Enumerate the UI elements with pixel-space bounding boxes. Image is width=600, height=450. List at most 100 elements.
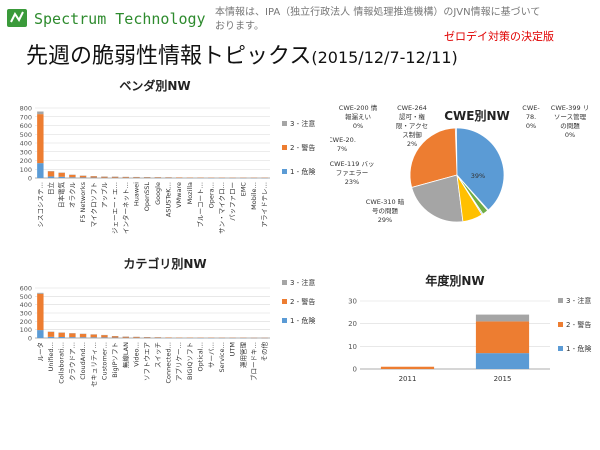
- pie-slice-label: CWE-20. 7%: [330, 136, 356, 153]
- bar-segment: [37, 293, 44, 331]
- bar-segment: [90, 176, 97, 178]
- legend-swatch: [282, 169, 287, 174]
- chart-title: ベンダ別NW: [119, 78, 190, 93]
- bar-segment: [69, 333, 76, 338]
- category-label: Video…: [132, 342, 140, 367]
- bar-segment: [37, 292, 44, 294]
- category-label: クラウドア…: [68, 342, 76, 381]
- spectrum-logo-icon: [7, 9, 27, 27]
- category-label: セキュリティ…: [90, 342, 98, 387]
- category-label: Unified…: [47, 342, 55, 371]
- y-tick-label: 0: [28, 175, 32, 183]
- legend-swatch: [282, 318, 287, 323]
- category-label: 無線LAN: [121, 342, 130, 368]
- y-tick-label: 10: [348, 343, 357, 351]
- zeroday-tagline: ゼロデイ対策の決定版: [444, 30, 554, 43]
- bar-segment: [133, 336, 140, 338]
- category-label: Huawei: [132, 182, 140, 206]
- legend-swatch: [282, 121, 287, 126]
- y-tick-label: 600: [20, 122, 32, 130]
- page-title-range: (2015/12/7-12/11): [311, 48, 458, 67]
- y-tick-label: 0: [28, 335, 32, 343]
- bar-segment: [37, 111, 44, 115]
- pie-slice-label: CWE-310 暗号の問題 29%: [366, 197, 405, 224]
- y-tick-label: 30: [348, 298, 357, 306]
- logo-text: Spectrum Technology: [34, 10, 206, 28]
- company-logo: Spectrum Technology: [6, 8, 206, 30]
- legend-label: 3 - 注意: [566, 296, 591, 305]
- category-label: BigIPソフト: [111, 342, 119, 378]
- category-label: UTM: [229, 342, 237, 356]
- category-label: Service…: [218, 342, 226, 373]
- category-label: EMC: [239, 182, 247, 197]
- bar-segment: [101, 337, 108, 338]
- bar-segment: [37, 330, 44, 338]
- category-label: マイクロソフト: [90, 182, 98, 227]
- bar-segment: [79, 175, 87, 178]
- category-label: ソフトウエア: [143, 342, 151, 382]
- legend-label: 3 - 注意: [290, 119, 315, 128]
- bar-segment: [101, 335, 108, 338]
- y-tick-label: 500: [20, 293, 32, 301]
- bar-segment: [122, 176, 129, 178]
- bar-segment: [475, 321, 530, 354]
- source-notice: 本情報は、IPA（独立行政法人 情報処理推進機構）のJVN情報に基づいております…: [215, 7, 541, 32]
- chart-title: カテゴリ別NW: [123, 256, 206, 271]
- bar-segment: [475, 314, 530, 322]
- category-label: オラクル: [68, 182, 76, 208]
- category-label: スイッチ: [154, 342, 162, 368]
- category-label: 日立: [46, 182, 55, 196]
- category-label: OpenSSL: [143, 182, 151, 212]
- legend-swatch: [558, 322, 563, 327]
- category-label: パッファロー: [229, 182, 237, 221]
- category-label: 運用管理: [238, 342, 247, 369]
- legend-label: 2 - 警告: [290, 297, 315, 306]
- category-label: VMware: [175, 182, 183, 208]
- pie-slice: [411, 174, 464, 223]
- bar-segment: [90, 337, 97, 338]
- bar-segment: [58, 172, 65, 177]
- category-label: Collaborati…: [58, 342, 66, 384]
- category-label: Connected…: [165, 342, 173, 384]
- chart-title: 年度別NW: [425, 273, 484, 288]
- y-tick-label: 800: [20, 105, 32, 113]
- y-tick-label: 100: [20, 326, 32, 334]
- category-label: サーバ…: [207, 342, 215, 368]
- category-label: アプリケー…: [175, 342, 183, 381]
- bar-segment: [58, 332, 65, 337]
- category-label: ブルーコート…: [196, 182, 205, 228]
- bar-segment: [69, 174, 76, 178]
- legend-label: 2 - 警告: [290, 143, 315, 152]
- bar-segment: [101, 176, 108, 178]
- chart-title: CWE別NW: [444, 109, 510, 123]
- bar-segment: [154, 337, 162, 338]
- legend-swatch: [282, 145, 287, 150]
- category-label: ジェーエー・エ…: [111, 182, 119, 234]
- pie-slice: [409, 127, 458, 188]
- bar-segment: [111, 336, 119, 338]
- bar-segment: [143, 177, 151, 178]
- y-tick-label: 300: [20, 148, 32, 156]
- category-label: 日本電気: [57, 182, 66, 209]
- y-tick-label: 300: [20, 310, 32, 318]
- bar-segment: [37, 114, 44, 164]
- legend-swatch: [282, 280, 287, 285]
- bar-segment: [47, 336, 55, 338]
- legend-label: 2 - 警告: [566, 320, 591, 329]
- category-label: 2011: [399, 375, 417, 383]
- bar-segment: [47, 171, 55, 177]
- pie-slice-label: CWE-200 情報漏えい 0%: [339, 103, 378, 130]
- cwe-pie-chart: CWE別NW CWE-399 リソース管理の問題 0% CWE-310 暗号の問題 29…: [330, 103, 589, 224]
- category-label: インターネット…: [121, 182, 130, 234]
- category-label: Customer…: [100, 342, 108, 380]
- bar-segment: [143, 337, 151, 338]
- bar-segment: [69, 337, 76, 338]
- legend-swatch: [282, 299, 287, 304]
- category-label: Opera…: [207, 182, 215, 208]
- bar-segment: [79, 337, 87, 338]
- bar-segment: [154, 177, 162, 178]
- pie-slice-label: 39%: [471, 172, 485, 180]
- bar-segment: [380, 366, 435, 369]
- pie-slice: [456, 127, 505, 211]
